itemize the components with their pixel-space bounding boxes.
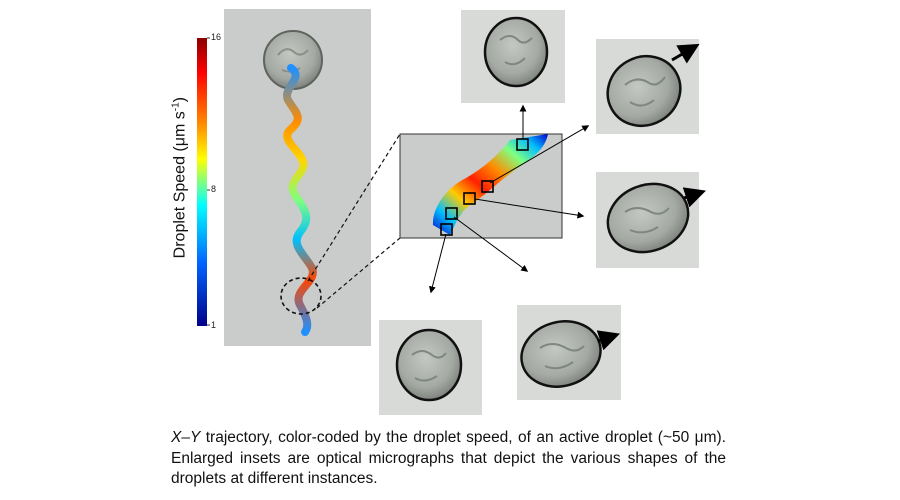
inset-micrograph-2 (596, 39, 700, 134)
inset-micrograph-4 (517, 305, 621, 400)
colorbar-tick-label-1: 1 (211, 320, 217, 330)
zoom-line-top (307, 133, 401, 282)
pointer-arrow-2 (489, 125, 590, 184)
marker-box-5 (440, 223, 453, 236)
inset-micrograph-3 (596, 172, 706, 268)
inset-micrograph-1 (461, 10, 565, 103)
pointer-arrow-4 (453, 216, 529, 272)
colorbar-axis-label: Droplet Speed (μm s-1) (170, 97, 189, 259)
colorbar-tick-label-8: 8 (211, 184, 217, 194)
zoom-trajectory-band (432, 134, 548, 235)
inset-micrograph-5 (379, 320, 482, 415)
caption-text: trajectory, color-coded by the droplet s… (171, 429, 726, 487)
marker-box-2 (481, 180, 494, 193)
colorbar-tick-label-16: 16 (211, 32, 222, 42)
zoom-circle (280, 277, 322, 315)
pointer-arrow-3 (474, 198, 585, 219)
caption-italic-lead: X–Y (171, 429, 201, 446)
helical-trajectory (283, 64, 317, 336)
colorbar (197, 38, 207, 326)
figure-caption: X–Y trajectory, color-coded by the dropl… (171, 428, 726, 490)
marker-box-3 (463, 192, 476, 205)
marker-box-4 (445, 207, 458, 220)
pointer-arrow-5 (429, 233, 447, 294)
